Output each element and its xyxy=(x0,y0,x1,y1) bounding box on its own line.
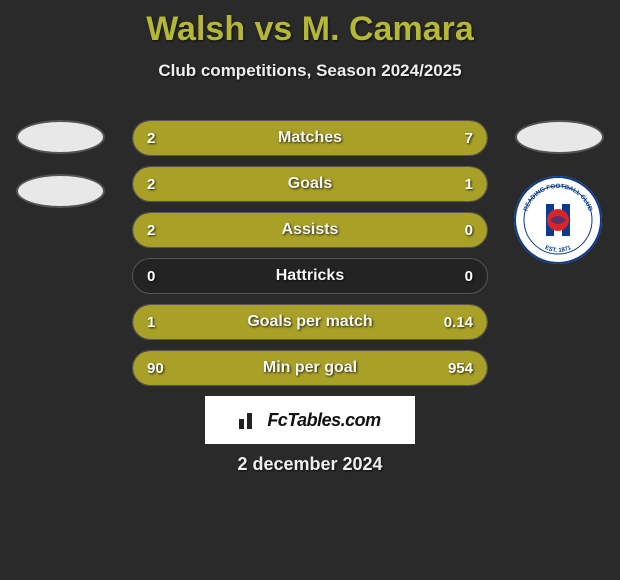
page-subtitle: Club competitions, Season 2024/2025 xyxy=(0,61,620,81)
stat-value-right: 7 xyxy=(465,121,473,155)
stat-label: Matches xyxy=(133,121,487,155)
stat-row-mpg: 90 Min per goal 954 xyxy=(132,350,488,386)
player-right-avatar xyxy=(517,122,602,152)
stat-label: Goals per match xyxy=(133,305,487,339)
club-badge: READING FOOTBALL CLUB EST. 1871 xyxy=(514,176,602,264)
stat-label: Min per goal xyxy=(133,351,487,385)
watermark[interactable]: FcTables.com xyxy=(205,396,415,444)
page-title: Walsh vs M. Camara xyxy=(0,0,620,49)
footer-date: 2 december 2024 xyxy=(0,454,620,475)
stat-value-right: 954 xyxy=(448,351,473,385)
club-badge-icon: READING FOOTBALL CLUB EST. 1871 xyxy=(514,176,602,264)
stat-row-gpm: 1 Goals per match 0.14 xyxy=(132,304,488,340)
stat-value-right: 1 xyxy=(465,167,473,201)
stat-label: Hattricks xyxy=(133,259,487,293)
stat-row-assists: 2 Assists 0 xyxy=(132,212,488,248)
stat-value-right: 0 xyxy=(465,213,473,247)
stat-value-right: 0 xyxy=(465,259,473,293)
stat-row-matches: 2 Matches 7 xyxy=(132,120,488,156)
stats-container: 2 Matches 7 2 Goals 1 2 Assists 0 0 Hatt… xyxy=(132,120,488,396)
stat-label: Assists xyxy=(133,213,487,247)
player-left-avatar-1 xyxy=(18,122,103,152)
stat-value-right: 0.14 xyxy=(444,305,473,339)
stat-label: Goals xyxy=(133,167,487,201)
watermark-text: FcTables.com xyxy=(267,410,380,431)
stat-row-hattricks: 0 Hattricks 0 xyxy=(132,258,488,294)
player-left-avatar-2 xyxy=(18,176,103,206)
stat-row-goals: 2 Goals 1 xyxy=(132,166,488,202)
bar-chart-icon xyxy=(239,411,261,429)
